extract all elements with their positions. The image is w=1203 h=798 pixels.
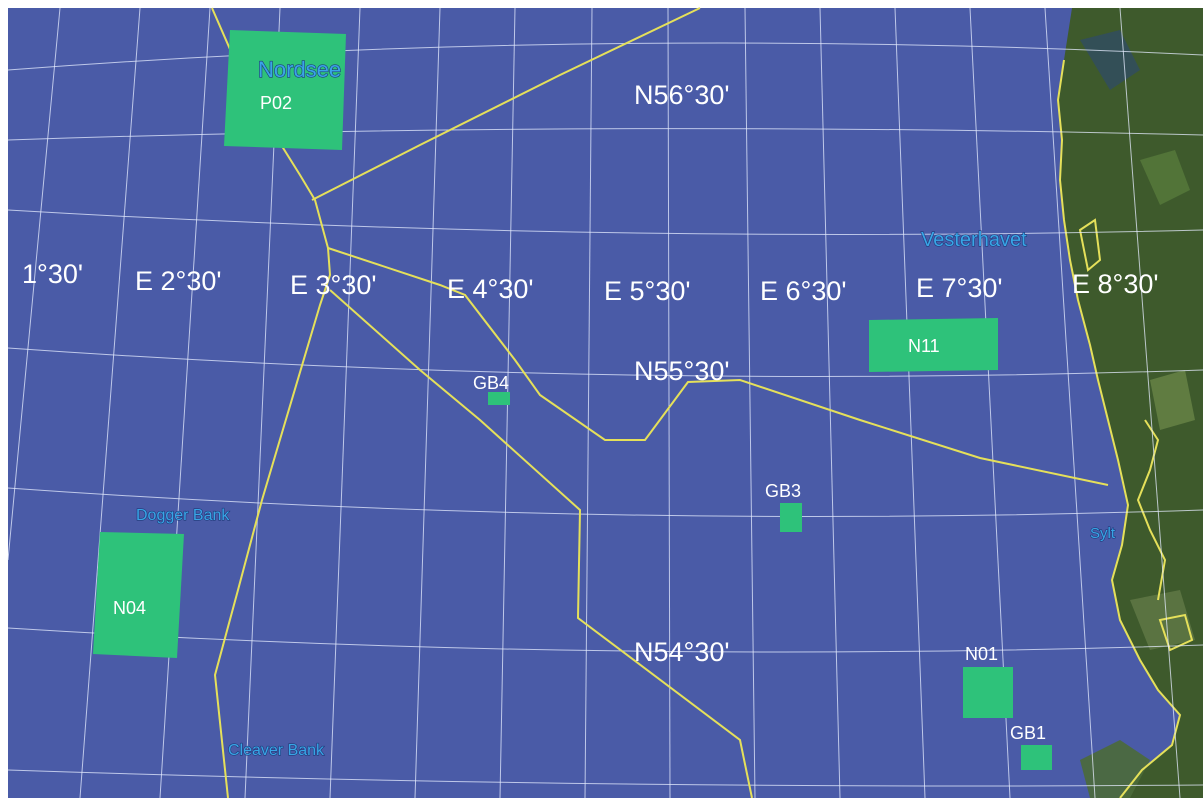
area-n04[interactable] [93,532,184,658]
lon-label-5-30: E 5°30' [604,276,691,306]
longitude-labels: 1°30' E 2°30' E 3°30' E 4°30' E 5°30' E … [22,259,1159,306]
area-label-n04: N04 [113,598,146,618]
lat-label-54-30: N54°30' [634,637,730,667]
lon-label-8-30: E 8°30' [1072,269,1159,299]
place-label-cleaver-bank: Cleaver Bank [228,742,325,759]
area-label-gb3: GB3 [765,481,801,501]
area-gb3[interactable] [780,503,802,532]
place-label-nordsee: Nordsee [258,57,341,82]
graticule [7,7,1203,798]
area-labels: P02 N11 GB4 GB3 N04 N01 GB1 [113,93,1046,743]
area-n01[interactable] [963,667,1013,718]
lon-label-6-30: E 6°30' [760,276,847,306]
place-label-vesterhavet: Vesterhavet [921,229,1027,251]
lon-label-4-30: E 4°30' [447,274,534,304]
place-label-dogger-bank: Dogger Bank [136,507,230,524]
lon-label-7-30: E 7°30' [916,273,1003,303]
lon-label-1-30: 1°30' [22,259,83,289]
lat-label-55-30: N55°30' [634,356,730,386]
lat-label-56-30: N56°30' [634,80,730,110]
area-p02[interactable] [224,30,346,150]
sea [8,8,1198,798]
place-labels: Nordsee Vesterhavet Dogger Bank Cleaver … [135,56,1116,759]
area-label-n01: N01 [965,644,998,664]
place-label-sylt: Sylt [1090,525,1116,542]
area-gb4[interactable] [488,392,510,405]
lon-label-2-30: E 2°30' [135,266,222,296]
area-label-gb1: GB1 [1010,723,1046,743]
maritime-borders [211,7,1109,798]
area-label-n11: N11 [908,336,940,356]
lon-label-3-30: E 3°30' [290,270,377,300]
areas [93,30,1052,770]
area-label-gb4: GB4 [473,373,509,393]
area-n11[interactable] [869,318,998,372]
latitude-labels: N56°30' N55°30' N54°30' [634,80,730,667]
area-label-p02: P02 [260,93,292,113]
area-gb1[interactable] [1021,745,1052,770]
